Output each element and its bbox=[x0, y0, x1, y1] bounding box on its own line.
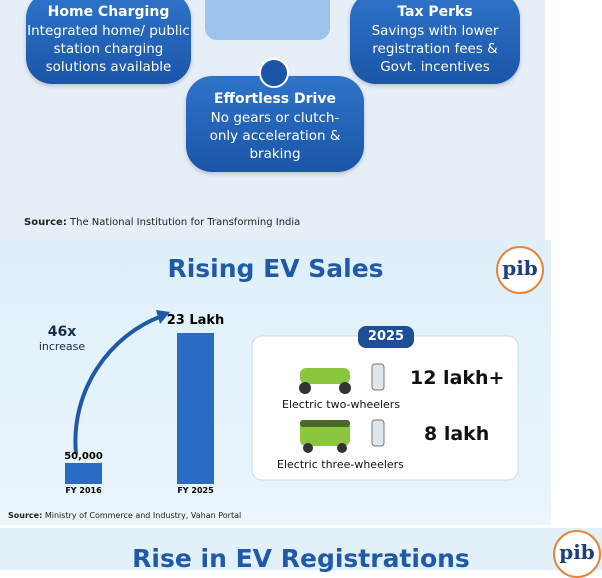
section-title: Rise in EV Registrations bbox=[132, 544, 470, 573]
bar bbox=[177, 333, 214, 484]
chart-graphics bbox=[65, 310, 519, 484]
logo: pib bbox=[496, 246, 544, 294]
source-label: Source: bbox=[8, 511, 43, 520]
source: Source: The National Institution for Tra… bbox=[24, 217, 300, 228]
card: Tax Perks Savings with lower registratio… bbox=[350, 0, 520, 84]
scooter-icon bbox=[299, 363, 385, 394]
bar-label: FY 2016 bbox=[65, 486, 102, 495]
card-text: No gears or clutch-only acceleration & b… bbox=[209, 110, 341, 162]
stat-label: Electric two-wheelers bbox=[282, 398, 401, 411]
growth-note: increase bbox=[38, 340, 86, 353]
bar-label: FY 2025 bbox=[177, 486, 214, 495]
top-panel: Home Charging Integrated home/ public st… bbox=[0, 0, 545, 240]
stat-label: Electric three-wheelers bbox=[277, 458, 404, 471]
card-title: Home Charging bbox=[47, 4, 170, 20]
logo: pib bbox=[553, 530, 601, 578]
card-title: Tax Perks bbox=[397, 4, 473, 20]
card: Home Charging Integrated home/ public st… bbox=[26, 0, 191, 84]
car-illustration bbox=[205, 0, 330, 40]
rickshaw-icon bbox=[300, 419, 385, 453]
card-title: Effortless Drive bbox=[214, 91, 336, 107]
source: Source: Ministry of Commerce and Industr… bbox=[8, 511, 241, 520]
source-label: Source: bbox=[24, 217, 67, 228]
bar bbox=[65, 463, 102, 484]
card-text: Integrated home/ public station charging… bbox=[27, 23, 190, 75]
card-text: Savings with lower registration fees & G… bbox=[371, 23, 499, 75]
stat-value: 8 lakh bbox=[424, 423, 490, 445]
bar-value: 23 Lakh bbox=[166, 313, 225, 328]
sales-panel: Rising EV Sales pib 46x increase 50,000 … bbox=[0, 240, 551, 525]
section-title: Rising EV Sales bbox=[167, 254, 384, 283]
registrations-panel: Rise in EV Registrations pib bbox=[0, 528, 602, 578]
arrow bbox=[73, 314, 163, 455]
steering-icon bbox=[259, 58, 289, 88]
year: 2025 bbox=[367, 329, 405, 344]
bar-value: 50,000 bbox=[64, 451, 103, 462]
arrowhead bbox=[156, 310, 170, 324]
year-pill bbox=[358, 326, 414, 348]
card: Effortless Drive No gears or clutch-only… bbox=[186, 76, 364, 172]
growth: 46x bbox=[47, 324, 77, 340]
source-text: Ministry of Commerce and Industry, Vahan… bbox=[44, 511, 242, 520]
source-text: The National Institution for Transformin… bbox=[70, 217, 301, 228]
stat-value: 12 lakh+ bbox=[410, 367, 505, 389]
